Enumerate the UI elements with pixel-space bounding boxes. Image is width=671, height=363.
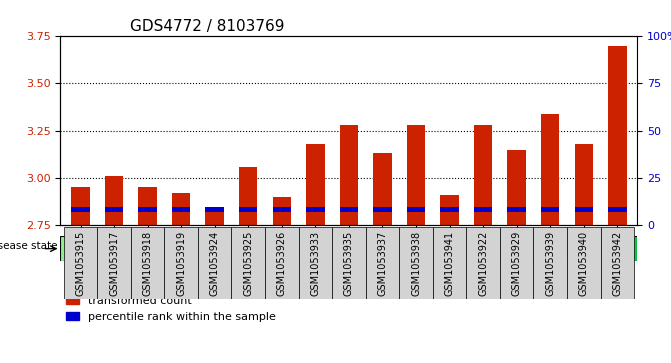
- FancyBboxPatch shape: [601, 227, 634, 299]
- Bar: [574, 207, 593, 212]
- Bar: [373, 153, 392, 225]
- Text: GSM1053941: GSM1053941: [445, 231, 454, 295]
- Bar: [340, 125, 358, 225]
- FancyBboxPatch shape: [64, 227, 97, 299]
- Text: GSM1053926: GSM1053926: [277, 231, 287, 296]
- Bar: [340, 207, 358, 212]
- Text: GSM1053938: GSM1053938: [411, 231, 421, 295]
- FancyBboxPatch shape: [468, 236, 637, 261]
- Text: GDS4772 / 8103769: GDS4772 / 8103769: [130, 19, 284, 34]
- Bar: [71, 207, 90, 212]
- FancyBboxPatch shape: [299, 227, 332, 299]
- FancyBboxPatch shape: [500, 227, 533, 299]
- FancyBboxPatch shape: [60, 236, 468, 261]
- Text: disease state: disease state: [0, 241, 58, 251]
- FancyBboxPatch shape: [332, 227, 366, 299]
- Text: GSM1053917: GSM1053917: [109, 231, 119, 296]
- Text: GSM1053933: GSM1053933: [311, 231, 320, 295]
- Text: GSM1053918: GSM1053918: [143, 231, 152, 295]
- Bar: [306, 144, 325, 225]
- FancyBboxPatch shape: [466, 227, 500, 299]
- FancyBboxPatch shape: [533, 227, 567, 299]
- Text: dilated cardiomyopathy: dilated cardiomyopathy: [198, 244, 330, 254]
- Bar: [407, 207, 425, 212]
- FancyBboxPatch shape: [97, 227, 131, 299]
- Legend: transformed count, percentile rank within the sample: transformed count, percentile rank withi…: [66, 296, 276, 322]
- Bar: [239, 207, 258, 212]
- Text: GSM1053925: GSM1053925: [244, 231, 253, 296]
- Text: GSM1053922: GSM1053922: [478, 231, 488, 296]
- FancyBboxPatch shape: [164, 227, 198, 299]
- Text: GSM1053942: GSM1053942: [613, 231, 622, 296]
- Text: GSM1053935: GSM1053935: [344, 231, 354, 296]
- Text: normal: normal: [533, 244, 572, 254]
- Bar: [105, 176, 123, 225]
- FancyBboxPatch shape: [265, 227, 299, 299]
- Bar: [138, 207, 157, 212]
- Bar: [407, 125, 425, 225]
- Text: GSM1053929: GSM1053929: [512, 231, 521, 296]
- Bar: [608, 207, 627, 212]
- Bar: [172, 207, 191, 212]
- FancyBboxPatch shape: [231, 227, 265, 299]
- FancyBboxPatch shape: [433, 227, 466, 299]
- Bar: [507, 150, 526, 225]
- Bar: [373, 207, 392, 212]
- Text: GSM1053924: GSM1053924: [210, 231, 219, 296]
- Bar: [574, 144, 593, 225]
- Bar: [272, 197, 291, 225]
- Bar: [608, 46, 627, 225]
- Text: GSM1053937: GSM1053937: [378, 231, 387, 296]
- Bar: [205, 212, 224, 225]
- Bar: [474, 207, 493, 212]
- Bar: [541, 114, 560, 225]
- Text: GSM1053939: GSM1053939: [546, 231, 555, 295]
- Text: GSM1053915: GSM1053915: [76, 231, 85, 296]
- Bar: [172, 193, 191, 225]
- Text: GSM1053940: GSM1053940: [579, 231, 588, 295]
- Bar: [507, 207, 526, 212]
- FancyBboxPatch shape: [131, 227, 164, 299]
- FancyBboxPatch shape: [399, 227, 433, 299]
- FancyBboxPatch shape: [567, 227, 601, 299]
- FancyBboxPatch shape: [366, 227, 399, 299]
- Bar: [239, 167, 258, 225]
- Bar: [205, 207, 224, 212]
- Text: GSM1053919: GSM1053919: [176, 231, 186, 295]
- Bar: [440, 207, 459, 212]
- Bar: [541, 207, 560, 212]
- Bar: [71, 187, 90, 225]
- FancyBboxPatch shape: [198, 227, 231, 299]
- Bar: [306, 207, 325, 212]
- Bar: [138, 187, 157, 225]
- Bar: [272, 207, 291, 212]
- Bar: [474, 125, 493, 225]
- Bar: [105, 207, 123, 212]
- Bar: [440, 195, 459, 225]
